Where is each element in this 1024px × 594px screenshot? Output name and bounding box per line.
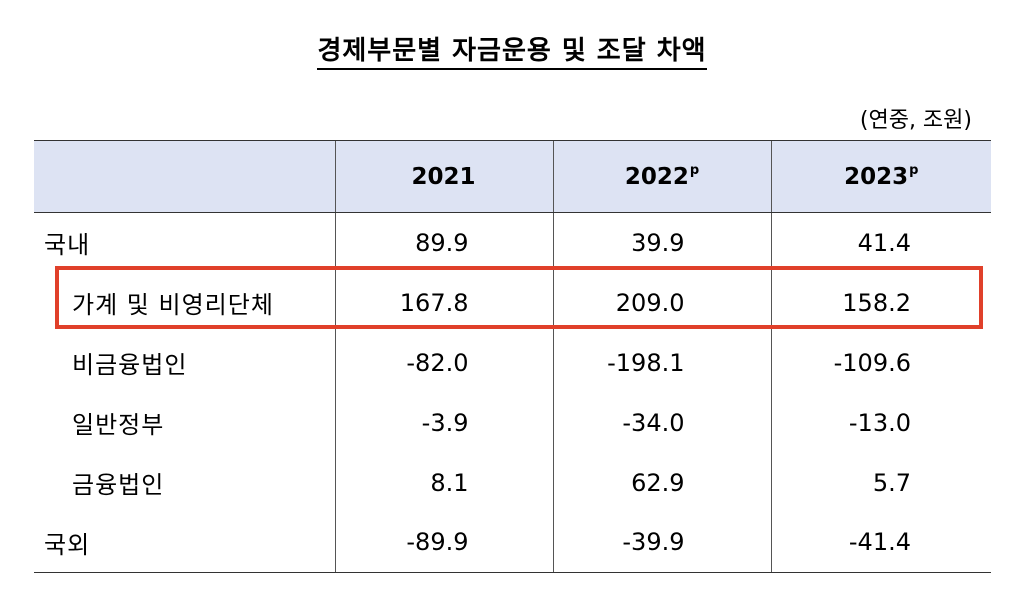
row-label: 국내 — [44, 231, 91, 260]
table-row-foreign: 국외 -89.9 -39.9 -41.4 — [34, 512, 991, 573]
cell-value: 62.9 — [552, 452, 771, 513]
header-empty-cell — [34, 140, 335, 213]
cell-value: -13.0 — [770, 392, 991, 453]
preliminary-mark: p — [689, 163, 700, 178]
header-year-2022: 2022p — [552, 140, 771, 213]
table-header-row: 2021 2022p 2023p — [34, 140, 991, 213]
cell-value: -41.4 — [770, 512, 991, 573]
cell-value: 158.2 — [770, 272, 991, 333]
header-year-2023: 2023p — [770, 140, 991, 213]
table-row-financial-corporations: 금융법인 8.1 62.9 5.7 — [34, 452, 991, 513]
cell-value: -39.9 — [552, 512, 771, 573]
cell-value: 39.9 — [552, 212, 771, 273]
highlight-box — [55, 266, 983, 329]
row-label: 가계 및 비영리단체 — [72, 291, 274, 319]
cell-value: 89.9 — [334, 212, 553, 273]
cell-value: -89.9 — [334, 512, 553, 573]
cell-value: -109.6 — [770, 332, 991, 393]
row-label: 금융법인 — [72, 471, 165, 499]
cell-value: 167.8 — [334, 272, 553, 333]
header-year-2021: 2021 — [334, 140, 553, 213]
cell-value: 209.0 — [552, 272, 771, 333]
unit-note: (연중, 조원) — [859, 108, 972, 133]
row-label: 국외 — [34, 512, 335, 573]
cell-value: 8.1 — [334, 452, 553, 513]
page-title: 경제부문별 자금운용 및 조달 차액 — [0, 30, 1024, 70]
table-row-nonfinancial-corporations: 비금융법인 -82.0 -198.1 -109.6 — [34, 332, 991, 393]
page-title-text: 경제부문별 자금운용 및 조달 차액 — [317, 36, 707, 70]
cell-value: -34.0 — [552, 392, 771, 453]
cell-value: -82.0 — [334, 332, 553, 393]
table-row-domestic: 국내 89.9 39.9 41.4 — [34, 212, 991, 273]
cell-value: -3.9 — [334, 392, 553, 453]
table-row-households: 가계 및 비영리단체 167.8 209.0 158.2 — [34, 272, 991, 333]
row-label: 일반정부 — [72, 411, 165, 439]
cell-value: -198.1 — [552, 332, 771, 393]
cell-value: 41.4 — [770, 212, 991, 273]
fund-balance-table: 2021 2022p 2023p 국내 89.9 39.9 41.4 가계 및 … — [34, 140, 991, 573]
preliminary-mark: p — [909, 163, 919, 178]
cell-value: 5.7 — [770, 452, 991, 513]
row-label: 비금융법인 — [72, 351, 188, 379]
table-row-general-government: 일반정부 -3.9 -34.0 -13.0 — [34, 392, 991, 453]
